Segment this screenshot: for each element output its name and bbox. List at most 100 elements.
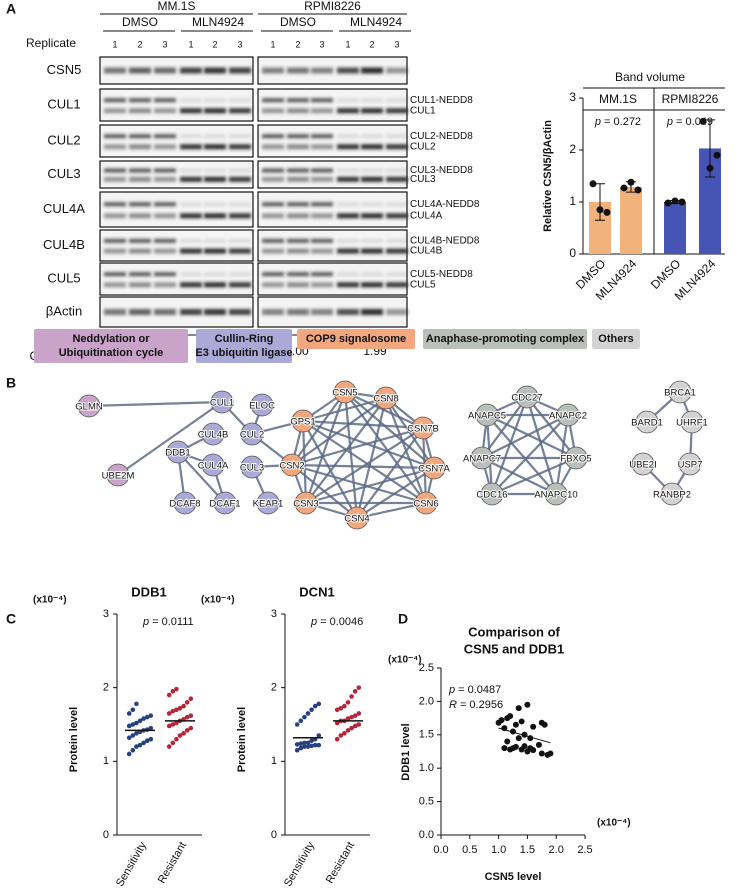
point [181,703,186,709]
band [104,202,126,207]
band [386,282,408,288]
y-tick-label: 1 [271,755,277,767]
band [229,309,251,315]
edge [302,420,427,504]
edge [343,391,359,519]
band [154,98,176,103]
point [512,743,519,750]
node-label: CUL3 [240,463,264,474]
band [204,202,226,207]
point [188,725,194,731]
band [262,238,284,243]
band [129,108,151,114]
edge [302,419,424,430]
annotation-text: = 0.0046 [320,616,363,628]
blot-frame [257,124,408,158]
y-axis-label: DDB1 level [400,723,412,780]
point [356,722,362,727]
edge [355,397,388,519]
point [664,199,672,207]
y-tick-label: 2.0 [419,695,434,707]
band [229,202,251,207]
chart-title: DDB1 [131,584,166,599]
x-tick-label: 2.5 [577,844,592,856]
band [361,144,383,150]
node [422,456,446,480]
node-label: CSN3 [293,499,318,510]
point [498,717,505,724]
edge [486,414,557,495]
group-box [423,329,587,349]
band [204,98,226,103]
band [262,272,284,277]
point [188,696,194,702]
group-name: COP9 signalosome [306,333,406,345]
band [262,67,284,74]
chart-title: Comparison of [468,624,560,639]
band [337,282,359,288]
band [262,213,284,219]
band [386,213,408,219]
point [342,703,347,709]
node [475,403,499,427]
node [631,452,655,476]
x-tick-label: 1.0 [491,844,506,856]
annotation-symbol: p [666,116,673,128]
node-label: DDB1 [165,448,190,459]
band [361,272,383,277]
group-name: Ubiquitination cycle [59,347,164,359]
point [188,713,194,718]
band [361,168,383,173]
band [104,238,126,243]
point [596,206,604,214]
node-label: UHRF1 [676,418,708,429]
band [180,168,202,173]
point [356,685,362,690]
node-label: USP7 [678,460,703,471]
node-label: RANBP2 [653,490,691,501]
node-label: CUL2 [240,430,264,441]
point [345,716,351,721]
point [174,736,179,742]
treatment: MLN4924 [192,15,244,29]
edge [356,501,427,520]
band [311,144,333,150]
node-label: UBE2I [629,460,656,471]
point [349,714,354,720]
annotation-text: = 0.272 [604,116,641,128]
node-label: DCAF8 [169,499,200,510]
point [312,703,318,709]
y-tick-label: 0.5 [419,796,434,808]
blot-frame [99,124,254,158]
y-tick-label: 3 [271,608,277,620]
y-unit: (x10⁻⁴) [33,595,67,606]
x-axis-label: CSN5 level [485,871,542,883]
band [154,176,176,182]
band [361,248,383,254]
band [104,272,126,277]
point [515,705,522,712]
point [541,721,548,728]
y-axis-label: Relative CSN5/βActin [542,120,554,232]
node-label: CSN4 [344,514,369,525]
blot-frame [99,191,254,228]
band [180,248,202,254]
band [287,176,309,182]
annotation: p = 0.0487 [448,684,501,696]
band [154,144,176,150]
band [262,202,284,207]
x-tick-label: 0.0 [433,844,448,856]
band [311,213,333,219]
point [530,723,537,730]
edge [302,420,358,519]
node [564,446,588,470]
annotation-symbol: p [142,616,149,628]
group-box [34,329,188,363]
bar [664,202,686,254]
edge [526,396,577,459]
point [309,738,314,744]
band [204,134,226,139]
node [374,386,398,410]
band [287,238,309,243]
point [126,723,132,729]
